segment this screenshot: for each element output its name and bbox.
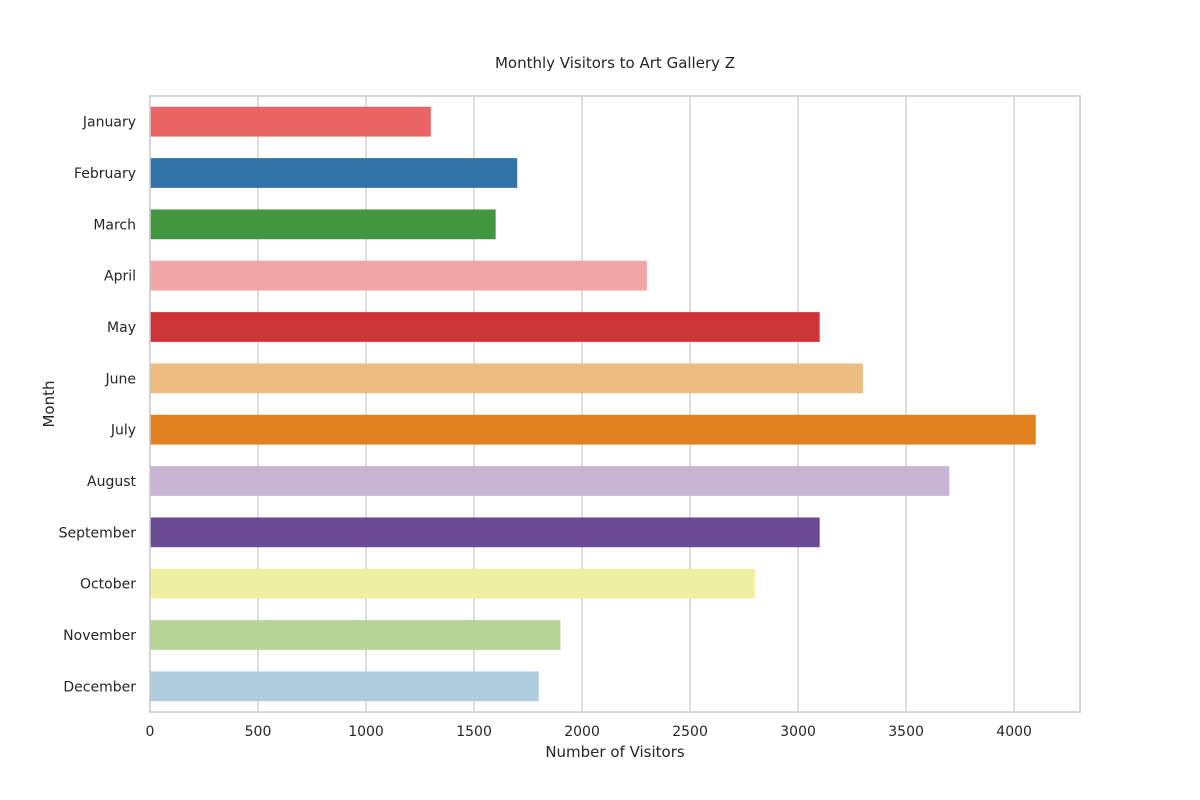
y-tick-label: November xyxy=(63,628,136,644)
bar-january xyxy=(150,106,431,137)
x-tick-label: 0 xyxy=(146,724,155,740)
chart-title: Monthly Visitors to Art Gallery Z xyxy=(495,54,735,72)
bar-october xyxy=(150,568,755,599)
grid-lines xyxy=(149,96,1015,712)
y-tick-labels: January February March April May June July Augu… xyxy=(59,115,137,696)
x-tick-labels: 0 500 1000 1500 2000 2500 3000 3500 4000 xyxy=(146,724,1032,740)
y-tick-label: May xyxy=(107,320,136,336)
x-axis-label: Number of Visitors xyxy=(545,743,685,761)
x-tick-label: 3000 xyxy=(780,724,816,740)
bar-september xyxy=(150,517,820,548)
x-tick-label: 2500 xyxy=(672,724,708,740)
y-tick-label: March xyxy=(93,217,136,233)
bars xyxy=(150,106,1036,702)
y-tick-label: June xyxy=(105,371,137,387)
y-tick-label: July xyxy=(110,423,136,439)
bar-may xyxy=(150,312,820,342)
bar-july xyxy=(150,414,1036,445)
bar-december xyxy=(150,671,539,702)
x-tick-label: 3500 xyxy=(888,724,924,740)
plot-frame xyxy=(149,95,1081,713)
y-tick-label: August xyxy=(87,474,137,490)
y-tick-label: January xyxy=(82,115,136,131)
y-tick-label: September xyxy=(59,525,137,541)
bar-march xyxy=(150,209,496,240)
bar-june xyxy=(150,363,863,394)
bar-august xyxy=(150,466,950,496)
y-tick-label: December xyxy=(63,679,136,695)
y-tick-label: October xyxy=(80,577,136,593)
y-tick-label: April xyxy=(104,269,136,285)
x-tick-label: 1500 xyxy=(456,724,492,740)
y-tick-label: February xyxy=(74,166,136,182)
bar-february xyxy=(150,158,518,188)
x-tick-label: 500 xyxy=(245,724,272,740)
bar-november xyxy=(150,620,561,650)
x-tick-label: 2000 xyxy=(564,724,600,740)
bar-april xyxy=(150,260,647,291)
x-tick-label: 1000 xyxy=(348,724,384,740)
y-axis-label: Month xyxy=(40,380,58,427)
x-tick-label: 4000 xyxy=(996,724,1032,740)
